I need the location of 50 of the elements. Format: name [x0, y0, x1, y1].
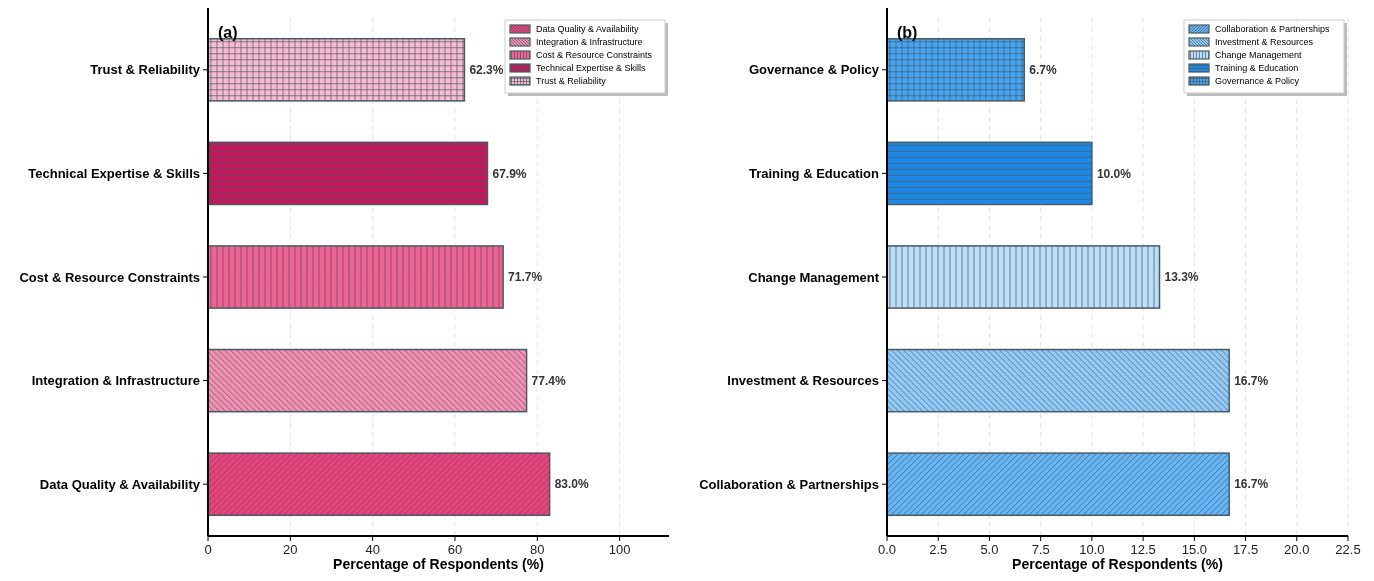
legend-label: Technical Expertise & Skills [536, 63, 647, 74]
x-tick-label: 22.5 [1335, 542, 1361, 557]
x-tick-label: 15.0 [1181, 542, 1207, 557]
x-tick-label: 100 [608, 542, 631, 557]
chart-title: (a) [218, 24, 238, 41]
y-tick-label: Collaboration & Partnerships [699, 476, 879, 492]
text: 62.3% [469, 63, 504, 77]
text: 10.0% [1096, 166, 1131, 181]
x-tick-label: 60 [447, 542, 463, 557]
x-tick-label: 0 [204, 542, 212, 557]
x-tick-label: 10.0 [1079, 542, 1105, 557]
text: 16.7% [1234, 373, 1269, 388]
y-tick-label: Trust & Reliability [90, 62, 201, 78]
chart-title: (b) [897, 24, 918, 41]
y-tick-label: Governance & Policy [748, 62, 880, 78]
y-tick-label: Data Quality & Availability [39, 476, 201, 492]
legend-label: Governance & Policy [1215, 76, 1300, 87]
legend-label: Investment & Resources [1215, 37, 1314, 48]
legend-label: Training & Education [1215, 63, 1299, 74]
legend-label: Collaboration & Partnerships [1215, 24, 1331, 35]
x-tick-label: 40 [365, 542, 380, 557]
x-tick-label: 0.0 [877, 542, 897, 557]
text: 71.7% [508, 270, 543, 285]
y-tick-label: Integration & Infrastructure [31, 373, 200, 389]
x-tick-label: 20 [283, 542, 298, 557]
y-tick-label: Investment & Resources [727, 373, 879, 389]
x-axis-title: Percentage of Respondents (%) [333, 556, 544, 572]
text: 6.7% [1029, 63, 1057, 77]
y-tick-label: Change Management [748, 269, 880, 285]
y-tick-label: Cost & Resource Constraints [19, 269, 200, 285]
legend-label: Integration & Infrastructure [536, 37, 643, 48]
x-axis-title: Percentage of Respondents (%) [1012, 556, 1223, 572]
legend-label: Cost & Resource Constraints [536, 50, 653, 61]
x-tick-label: 20.0 [1284, 542, 1310, 557]
x-tick-label: 2.5 [929, 542, 948, 557]
y-tick-label: Training & Education [748, 165, 880, 181]
x-tick-label: 80 [530, 542, 545, 557]
legend-label: Trust & Reliability [536, 76, 607, 87]
text: 16.7% [1234, 477, 1269, 492]
text: 77.4% [531, 373, 566, 388]
x-tick-label: 7.5 [1031, 542, 1050, 557]
text: 13.3% [1164, 270, 1199, 285]
x-tick-label: 17.5 [1232, 542, 1259, 557]
text: 83.0% [554, 477, 589, 492]
x-tick-label: 12.5 [1130, 542, 1156, 557]
y-tick-label: Technical Expertise & Skills [28, 165, 200, 181]
legend-label: Data Quality & Availability [536, 24, 639, 35]
x-tick-label: 5.0 [980, 542, 999, 557]
legend-label: Change Management [1215, 50, 1303, 61]
text: 67.9% [492, 166, 527, 181]
